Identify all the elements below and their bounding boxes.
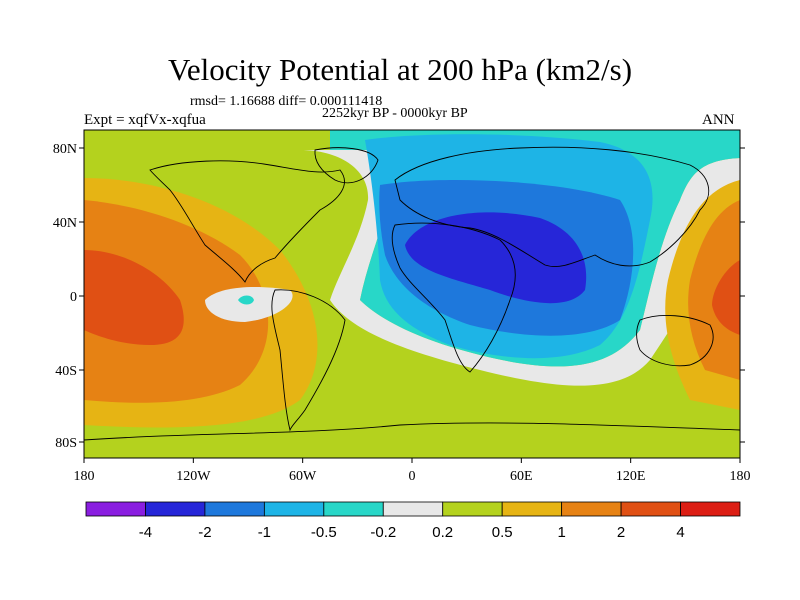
colorbar-label: 0.5 — [492, 524, 513, 541]
lon-tick-label: 0 — [409, 469, 416, 484]
lon-tick-label: 60W — [289, 469, 317, 484]
colorbar-label: -1 — [258, 524, 271, 541]
colorbar-label: -0.5 — [311, 524, 337, 541]
colorbar-swatch — [561, 501, 622, 517]
coast-south-america — [271, 289, 346, 432]
latitude-ticks: 80N 40N 0 40S 80S — [53, 142, 745, 451]
contour-neg-eastpac — [238, 295, 254, 305]
contour-neutral-atlantic — [300, 150, 740, 386]
coast-antarctica — [84, 422, 740, 441]
colorbar-swatch — [442, 501, 503, 517]
coastlines — [84, 146, 740, 441]
colorbar-label: 1 — [557, 524, 565, 541]
lat-tick-label: 40N — [53, 216, 77, 231]
colorbar-swatch — [680, 501, 741, 517]
colorbar-swatch — [145, 501, 206, 517]
coast-eurasia — [394, 146, 710, 267]
colorbar-swatch — [263, 501, 325, 517]
lat-tick-label: 0 — [70, 290, 77, 305]
experiment-label: Expt = xqfVx-xqfua — [84, 112, 206, 128]
colorbar-swatch — [620, 501, 681, 517]
lat-tick-label: 80N — [53, 142, 77, 157]
colorbar-swatch — [85, 501, 146, 517]
colorbar-swatch — [501, 501, 563, 517]
colorbar-label: 0.2 — [432, 524, 453, 541]
colorbar-label: -2 — [198, 524, 211, 541]
lat-tick-label: 80S — [55, 436, 77, 451]
period-subtitle: 2252kyr BP - 0000kyr BP — [322, 106, 468, 121]
colorbar-label: 4 — [676, 524, 684, 541]
lon-tick-label: 120E — [616, 469, 646, 484]
map-title: Velocity Potential at 200 hPa (km2/s) — [167, 52, 633, 87]
coast-australia — [636, 315, 714, 367]
contour-2-west — [84, 250, 184, 345]
colorbar-label: 2 — [617, 524, 625, 541]
coast-north-america — [149, 160, 345, 283]
colorbar-label: -0.2 — [370, 524, 396, 541]
lon-tick-label: 120W — [176, 469, 211, 484]
longitude-ticks: 180 120W 60W 0 60E 120E 180 — [74, 458, 751, 484]
contour-neg-2 — [405, 212, 587, 304]
contour-1-east — [688, 200, 740, 380]
coast-africa — [391, 222, 516, 373]
colorbar-swatch — [382, 501, 444, 517]
season-label: ANN — [702, 112, 735, 128]
coast-greenland — [314, 147, 379, 184]
contour-neutral-eastpac — [205, 287, 293, 322]
lat-tick-label: 40S — [55, 364, 77, 379]
colorbar: -4 -2 -1 -0.5 -0.2 0.2 0.5 1 2 4 — [85, 501, 741, 541]
lon-tick-label: 60E — [510, 469, 533, 484]
stats-line: rmsd= 1.16688 diff= 0.000111418 — [190, 94, 383, 109]
lon-tick-label: 180 — [74, 469, 95, 484]
contour-2-east — [712, 260, 740, 335]
lon-tick-label: 180 — [730, 469, 751, 484]
colorbar-swatch — [204, 501, 265, 517]
colorbar-swatch — [323, 501, 384, 517]
contour-field — [84, 130, 740, 458]
colorbar-label: -4 — [139, 524, 152, 541]
